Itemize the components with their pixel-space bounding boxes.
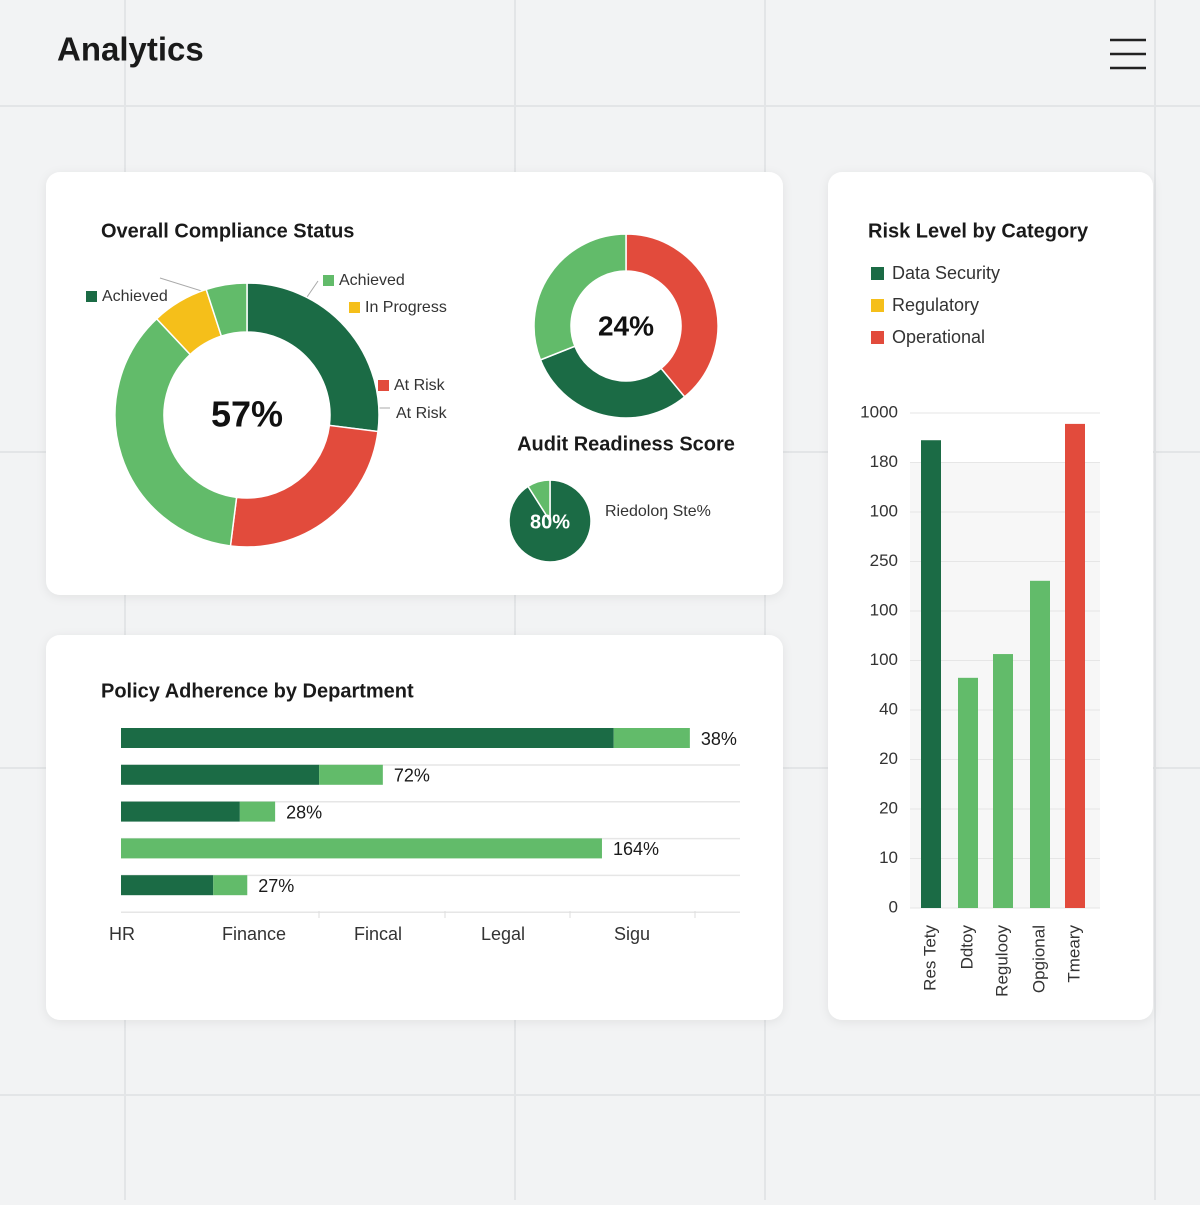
bar-segment (121, 728, 614, 748)
y-tick-label: 100 (870, 650, 898, 669)
legend-label: Achieved (102, 288, 168, 305)
bar-segment (121, 875, 214, 896)
segment (533, 233, 627, 361)
legend-swatch (871, 299, 884, 312)
x-label: Legal (481, 924, 525, 944)
bar-segment (239, 801, 276, 822)
bar-label: 72% (394, 766, 430, 786)
segment (246, 282, 380, 433)
bar (958, 677, 978, 908)
x-label: HR (109, 924, 135, 944)
center-label: 57% (211, 394, 283, 435)
legend-label: Achieved (339, 272, 405, 289)
bar-segment (613, 728, 690, 748)
legend-swatch (871, 331, 884, 344)
bar (921, 440, 941, 908)
center-label: 80% (530, 511, 570, 533)
legend-swatch (871, 267, 884, 280)
legend-swatch (378, 380, 389, 391)
y-tick-label: 100 (870, 501, 898, 520)
bar (1030, 580, 1050, 908)
legend-label: Regulatory (892, 295, 979, 315)
segment (539, 345, 686, 419)
chart-title: Overall Compliance Status (101, 220, 354, 242)
bar-segment (121, 764, 320, 785)
y-tick-label: 0 (889, 897, 898, 916)
y-tick-label: 1000 (860, 402, 898, 421)
y-tick-label: 10 (879, 848, 898, 867)
bar-segment (319, 764, 383, 785)
legend-swatch (323, 275, 334, 286)
x-tick-label: Opgional (1029, 925, 1048, 993)
bar-label: 28% (286, 802, 322, 822)
x-label: Sigu (614, 924, 650, 944)
chart-title: Policy Adherence by Department (101, 680, 414, 702)
legend-swatch (349, 302, 360, 313)
y-tick-label: 180 (870, 452, 898, 471)
bar (1065, 423, 1085, 908)
chart-title: Audit Readiness Score (517, 433, 735, 455)
bar-label: 164% (613, 839, 659, 859)
annotation: At Risk (396, 405, 448, 422)
x-label: Finance (222, 924, 286, 944)
menu-button[interactable] (1105, 32, 1151, 76)
y-tick-label: 40 (879, 699, 898, 718)
segment (526, 479, 551, 524)
legend-label: At Risk (394, 377, 446, 394)
y-tick-label: 250 (870, 551, 898, 570)
segment (205, 282, 248, 338)
bar (993, 654, 1013, 908)
x-tick-label: Res Tety (920, 925, 939, 991)
x-tick-label: Tmeary (1064, 925, 1083, 983)
bar-label: 27% (258, 876, 294, 896)
legend-swatch (86, 291, 97, 302)
bar-label: 38% (701, 729, 737, 749)
bar-segment (121, 801, 240, 822)
chart-title: Risk Level by Category (868, 220, 1089, 242)
y-tick-label: 100 (870, 600, 898, 619)
y-tick-label: 20 (879, 749, 898, 768)
page-title: Analytics (57, 31, 204, 68)
chart-label: Riedoloŋ Ste% (605, 503, 711, 520)
bar-segment (213, 875, 248, 896)
bar-segment (121, 838, 602, 859)
segment (625, 233, 719, 398)
x-tick-label: Ddtoy (957, 925, 976, 970)
segment (114, 317, 238, 547)
x-label: Fincal (354, 924, 402, 944)
legend-label: Operational (892, 327, 985, 347)
center-label: 24% (598, 310, 654, 341)
legend-label: Data Security (892, 263, 1000, 283)
y-tick-label: 20 (879, 798, 898, 817)
legend-label: In Progress (365, 299, 447, 316)
x-tick-label: Regulooy (992, 925, 1011, 997)
